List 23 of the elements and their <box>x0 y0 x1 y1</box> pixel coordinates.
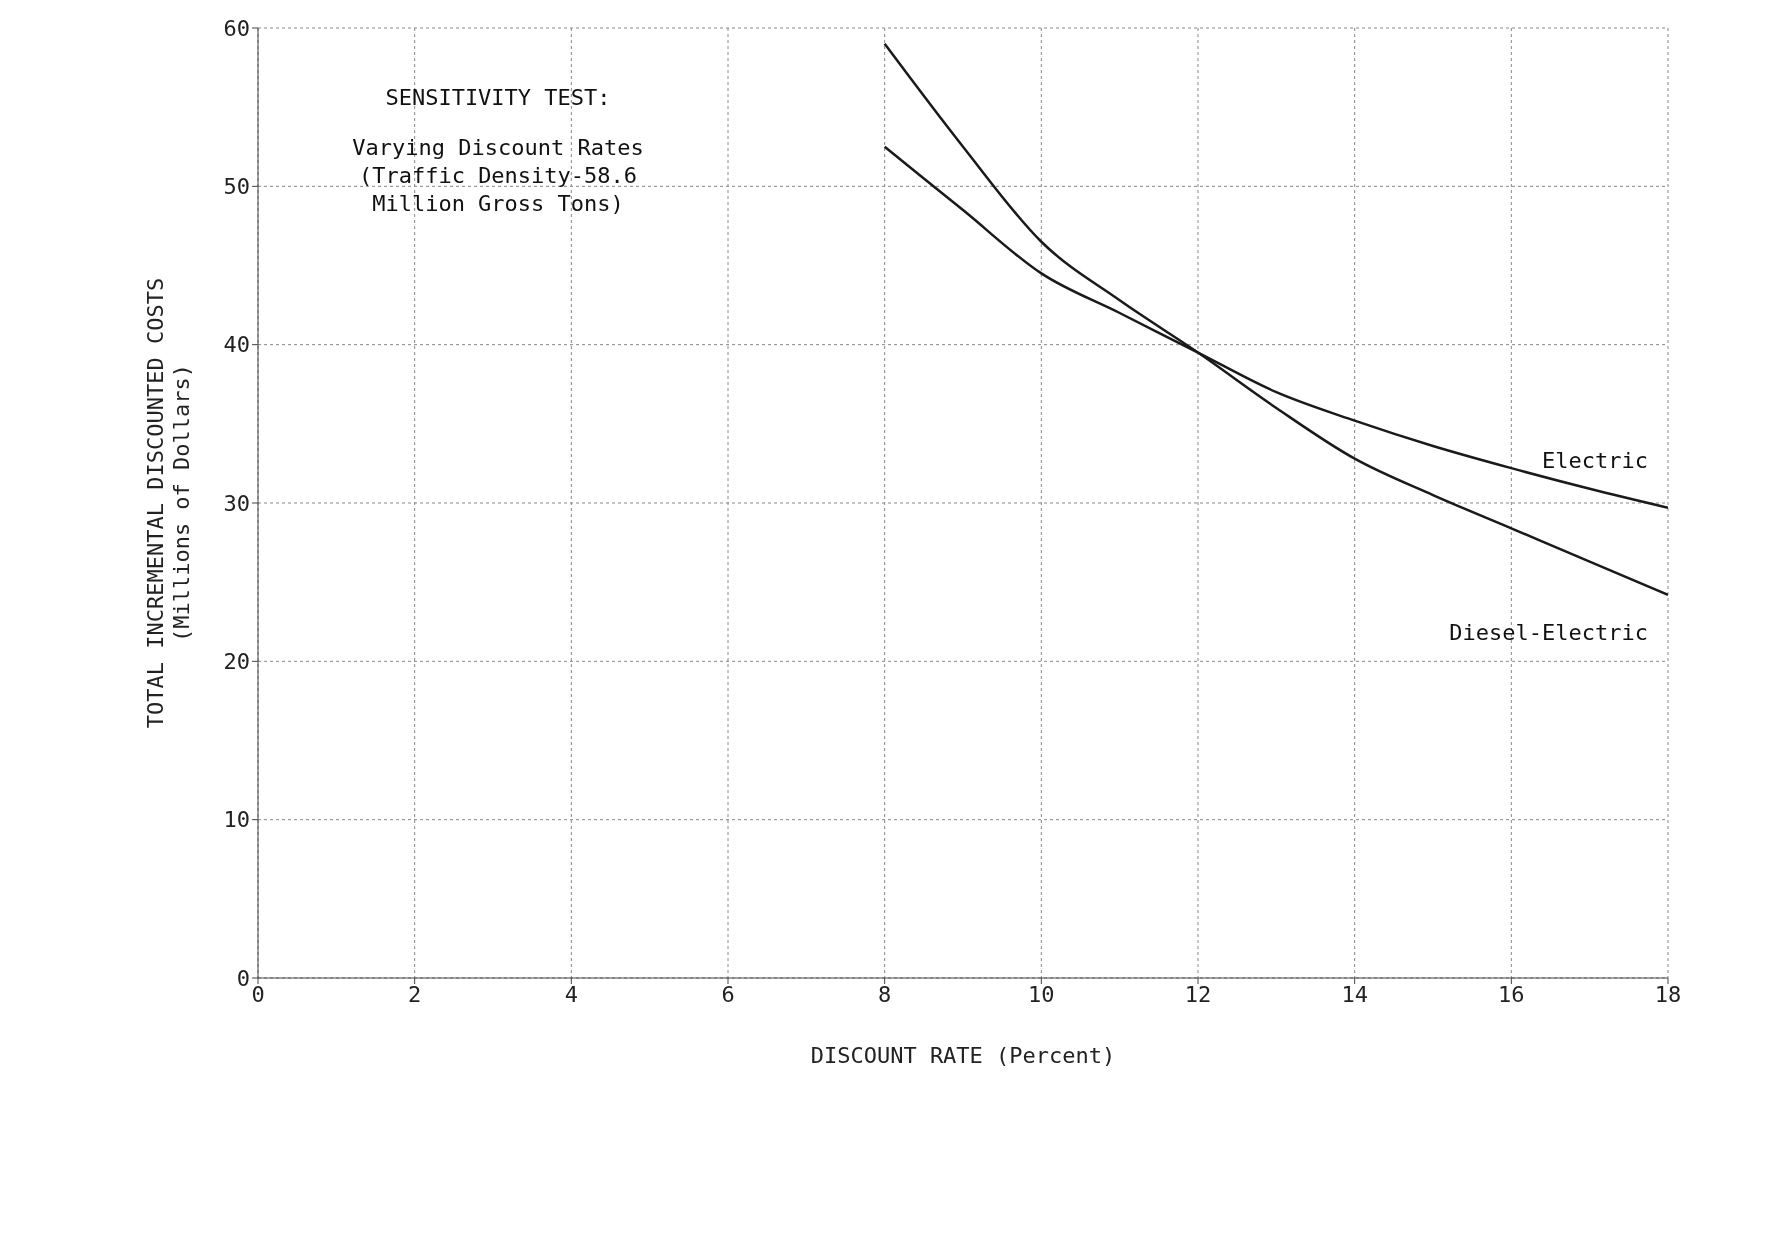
y-tick-label: 20 <box>223 649 250 675</box>
y-tick-label: 40 <box>223 332 250 358</box>
x-tick-label: 8 <box>878 981 892 1007</box>
series-label: Electric <box>1542 447 1648 473</box>
x-tick-label: 2 <box>408 981 422 1007</box>
y-tick-label: 10 <box>223 807 250 833</box>
y-axis-title: TOTAL INCREMENTAL DISCOUNTED COSTS (Millions of Dollars) <box>143 277 194 729</box>
line-series <box>883 42 1668 597</box>
x-axis-title: DISCOUNT RATE (Percent) <box>810 1043 1116 1068</box>
x-tick-label: 6 <box>721 981 735 1007</box>
series-label: Diesel-Electric <box>1449 619 1648 645</box>
text: SENSITIVITY TEST: <box>384 84 612 112</box>
y-tick-label: 50 <box>223 174 250 200</box>
y-tick-label: 60 <box>223 15 250 41</box>
text: Varying Discount Rates (Traffic Density-58.6 Million Gross Tons) <box>351 134 645 218</box>
x-tick-label: 10 <box>1028 981 1055 1007</box>
y-tick-label: 0 <box>236 965 250 991</box>
x-tick-label: 18 <box>1654 981 1682 1007</box>
x-tick-label: 4 <box>564 981 578 1007</box>
y-tick-label: 30 <box>223 490 250 516</box>
x-tick-label: 14 <box>1341 981 1368 1007</box>
x-tick-label: 16 <box>1498 981 1525 1007</box>
x-tick-label: 12 <box>1184 981 1212 1007</box>
